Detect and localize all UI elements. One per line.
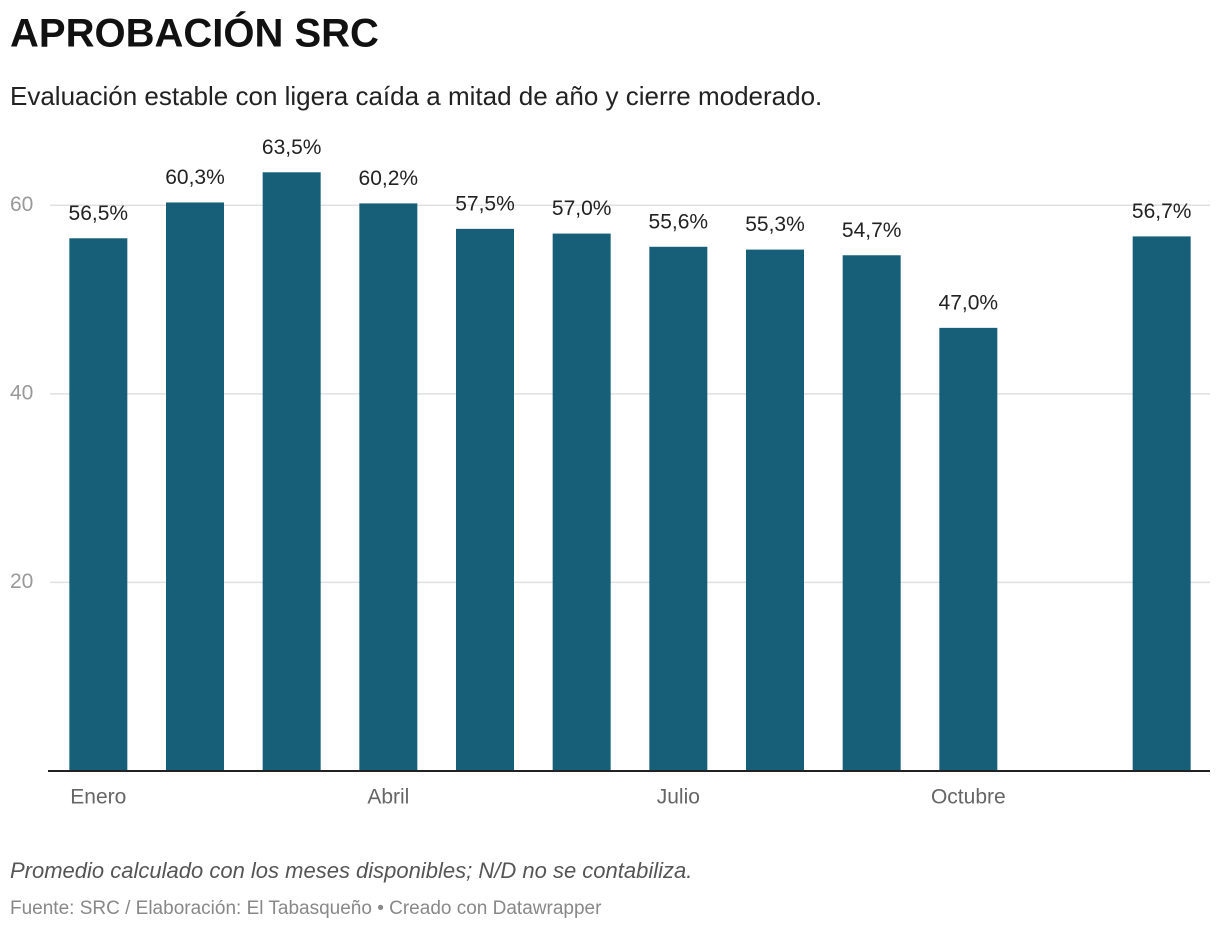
value-label: 57,0% — [552, 197, 612, 220]
value-label: 47,0% — [939, 291, 999, 314]
y-tick-label: 60 — [10, 193, 33, 216]
value-label: 55,3% — [745, 213, 805, 236]
bar — [649, 246, 708, 771]
value-label: 55,6% — [649, 210, 709, 233]
bar — [69, 238, 128, 772]
chart-notes: Promedio calculado con los meses disponi… — [10, 858, 692, 883]
value-label: 57,5% — [455, 192, 515, 215]
value-label: 60,3% — [165, 166, 225, 189]
bar — [842, 255, 901, 771]
x-tick-label: Octubre — [931, 786, 1006, 809]
x-tick-label: Julio — [657, 786, 700, 809]
chart-subtitle: Evaluación estable con ligera caída a mi… — [10, 81, 822, 111]
value-label: 56,5% — [69, 202, 129, 225]
value-label: 60,2% — [359, 167, 419, 190]
chart-title: APROBACIÓN SRC — [10, 10, 379, 56]
chart-source: Fuente: SRC / Elaboración: El Tabasqueño… — [10, 898, 602, 919]
value-label: 63,5% — [262, 136, 322, 159]
bar — [746, 249, 804, 772]
bar — [262, 172, 321, 772]
y-tick-label: 40 — [10, 381, 33, 404]
value-label: 56,7% — [1132, 200, 1192, 223]
x-tick-label: Abril — [367, 786, 409, 809]
bar — [939, 327, 998, 771]
x-tick-label: Enero — [70, 786, 126, 809]
bar — [552, 233, 611, 772]
bar — [166, 202, 224, 771]
bar — [456, 228, 514, 771]
bar — [359, 203, 418, 771]
bar — [1132, 236, 1191, 771]
y-tick-label: 20 — [10, 570, 33, 593]
value-label: 54,7% — [842, 219, 902, 242]
